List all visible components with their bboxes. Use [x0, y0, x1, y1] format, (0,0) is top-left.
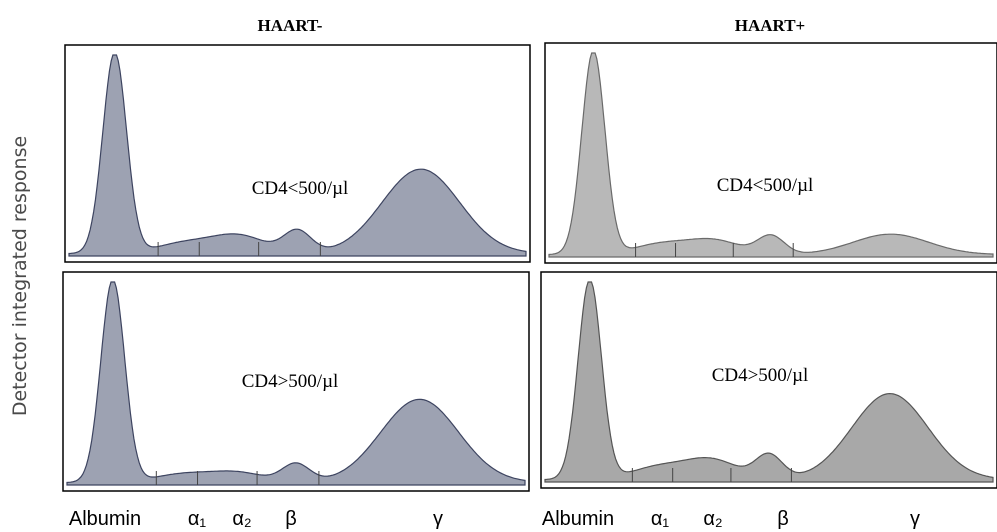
x-tick-left-2: α₂: [232, 508, 251, 530]
panel-frame: [544, 42, 997, 264]
x-tick-right-3: β: [777, 508, 789, 530]
density-curve: [66, 281, 526, 486]
x-tick-right-0: Albumin: [542, 508, 614, 530]
column-title-haart-minus: HAART-: [258, 16, 323, 35]
panel-haart-high-cd4: CD4>500/µl: [540, 271, 997, 489]
x-tick-left-3: β: [285, 508, 297, 530]
x-tick-left-0: Albumin: [69, 508, 141, 530]
x-tick-left-4: γ: [433, 508, 443, 530]
x-tick-right-2: α₂: [703, 508, 722, 530]
panel-label: CD4<500/µl: [717, 175, 814, 196]
density-curve: [544, 281, 994, 483]
x-tick-right-1: α₁: [651, 508, 670, 530]
y-axis-label: Detector integrated response: [9, 136, 31, 416]
x-tick-labels: Albumin α₁ α₂ β γ Albumin α₁ α₂ β γ: [69, 508, 920, 530]
panels-group: CD4<500/µl CD4<500/µl CD4>500/µl CD4>500/µl: [62, 42, 997, 492]
panel-haart-low-cd4: CD4<500/µl: [544, 42, 997, 264]
panel-label: CD4<500/µl: [252, 178, 349, 199]
x-tick-right-4: γ: [910, 508, 920, 530]
panel-label: CD4>500/µl: [242, 371, 339, 392]
panel-haart-high-cd4: CD4>500/µl: [62, 271, 530, 492]
panel-frame: [62, 271, 530, 492]
column-title-haart-plus: HAART+: [735, 16, 805, 35]
density-curve: [68, 54, 527, 257]
panel-label: CD4>500/µl: [712, 365, 809, 386]
panel-haart-low-cd4: CD4<500/µl: [64, 44, 531, 263]
density-curve: [548, 52, 994, 258]
x-tick-left-1: α₁: [188, 508, 207, 530]
